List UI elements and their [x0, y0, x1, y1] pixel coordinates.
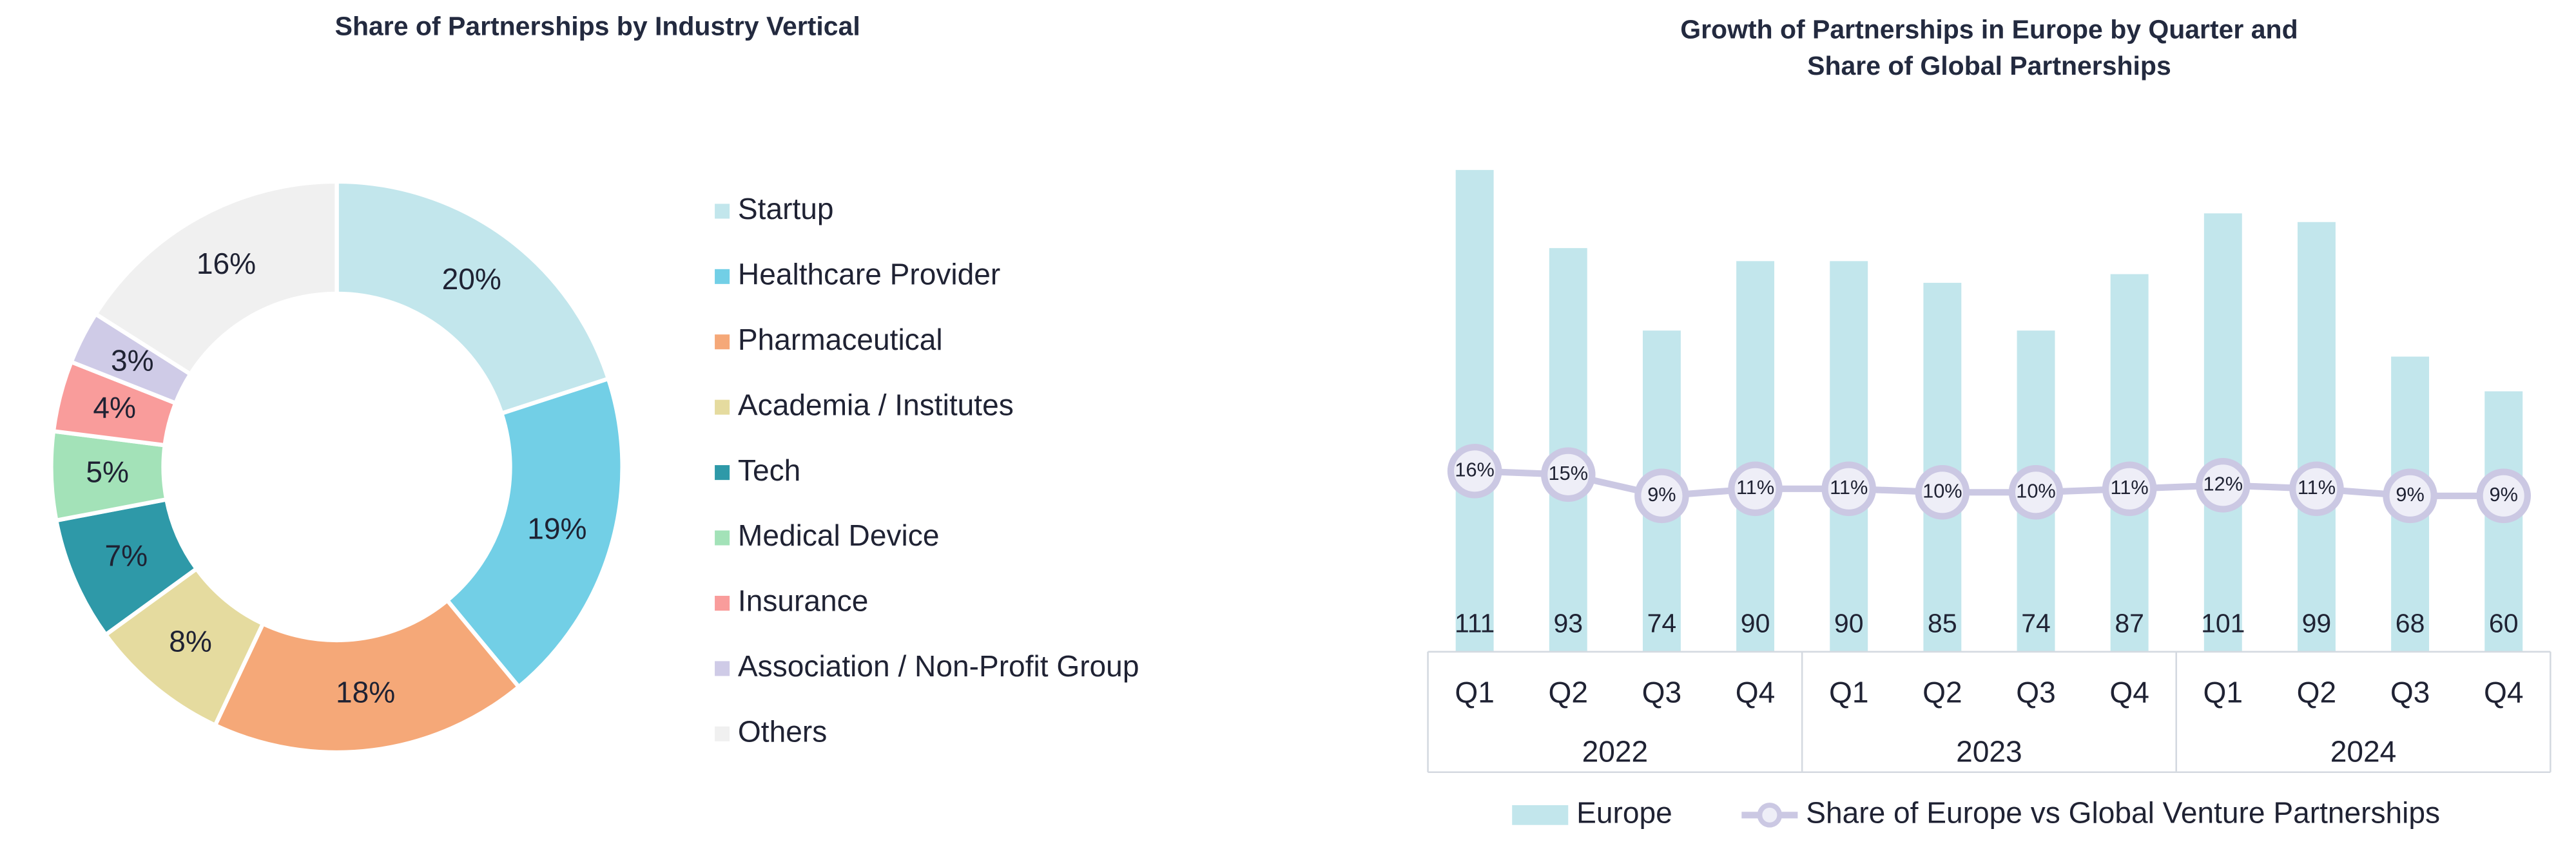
- data-label: 11%: [2111, 476, 2149, 499]
- data-label: 5%: [86, 455, 129, 488]
- legend-label: Healthcare Provider: [738, 258, 1000, 291]
- line-marker: [2289, 461, 2344, 517]
- data-label: 9%: [2396, 483, 2424, 506]
- legend-swatch: [715, 399, 730, 415]
- line-marker: [2383, 468, 2437, 524]
- legend-swatch: [715, 269, 730, 284]
- line-marker: [1541, 447, 1596, 502]
- x-tick-label: Q1: [2203, 676, 2243, 709]
- line-marker: [1728, 461, 1783, 517]
- legend-swatch: [715, 530, 730, 546]
- legend-label: Share of Europe vs Global Venture Partne…: [1806, 796, 2440, 830]
- line-marker: [1915, 465, 1970, 520]
- data-label: 11%: [1830, 476, 1868, 499]
- data-label: 15%: [1549, 462, 1588, 484]
- legend-label: Startup: [738, 192, 834, 225]
- x-tick-label: Q3: [1642, 676, 1682, 709]
- legend-swatch: [715, 204, 730, 219]
- legend-swatch: [1512, 805, 1569, 825]
- legend-label: Pharmaceutical: [738, 323, 943, 356]
- x-tick-label: Q3: [2016, 676, 2056, 709]
- legend-label: Academia / Institutes: [738, 388, 1014, 421]
- chart-title: Growth of Partnerships in Europe by Quar…: [1680, 15, 2298, 44]
- x-tick-label: Q1: [1829, 676, 1869, 709]
- line-marker: [1447, 444, 1502, 499]
- x-tick-label: Q2: [2297, 676, 2337, 709]
- legend-swatch: [715, 595, 730, 611]
- data-label: 85: [1928, 609, 1957, 638]
- data-label: 10%: [1922, 479, 1962, 502]
- x-tick-label: Q1: [1455, 676, 1495, 709]
- bar: [1736, 261, 1775, 652]
- data-label: 8%: [169, 624, 212, 658]
- legend-label: Others: [738, 715, 827, 748]
- legend-label: Insurance: [738, 584, 868, 618]
- data-label: 87: [2115, 609, 2144, 638]
- pie-slice: [212, 597, 522, 755]
- pie-slice: [334, 179, 611, 416]
- line-marker: [2008, 465, 2064, 520]
- data-label: 12%: [2203, 472, 2243, 495]
- data-label: 68: [2396, 609, 2425, 638]
- data-label: 93: [1554, 609, 1583, 638]
- legend-swatch: [715, 465, 730, 481]
- line-marker: [2102, 461, 2157, 517]
- legend-label: Association / Non-Profit Group: [738, 649, 1139, 683]
- chart-title: Share of Partnerships by Industry Vertic…: [335, 11, 860, 41]
- data-label: 19%: [527, 511, 586, 545]
- legend-label: Medical Device: [738, 519, 940, 552]
- line-marker: [1634, 468, 1689, 524]
- data-label: 74: [2021, 609, 2051, 638]
- bar: [2297, 222, 2336, 652]
- data-label: 101: [2201, 609, 2245, 638]
- legend-swatch: [715, 661, 730, 676]
- pie-slice: [444, 376, 625, 690]
- chart-title: Share of Global Partnerships: [1807, 51, 2171, 81]
- legend-marker: [1757, 803, 1783, 828]
- data-label: 7%: [104, 539, 148, 572]
- data-label: 99: [2302, 609, 2332, 638]
- data-label: 16%: [197, 247, 256, 280]
- data-label: 20%: [442, 262, 501, 296]
- line-marker: [1821, 461, 1876, 517]
- legend-swatch: [715, 334, 730, 350]
- data-label: 74: [1647, 609, 1677, 638]
- data-label: 60: [2489, 609, 2519, 638]
- data-label: 11%: [1736, 476, 1774, 499]
- bar: [1830, 261, 1868, 652]
- data-label: 10%: [2016, 479, 2055, 502]
- data-label: 9%: [2490, 483, 2518, 506]
- bar: [2203, 213, 2242, 652]
- legend-swatch: [715, 726, 730, 741]
- group-label: 2022: [1582, 735, 1649, 768]
- line: [1474, 468, 2504, 499]
- data-label: 90: [1834, 609, 1864, 638]
- data-label: 90: [1741, 609, 1770, 638]
- pie-slice: [92, 179, 339, 377]
- x-tick-label: Q2: [1922, 676, 1962, 709]
- x-tick-label: Q4: [2109, 676, 2149, 709]
- legend-label: Tech: [738, 453, 800, 487]
- legend-label: Europe: [1576, 796, 1672, 830]
- data-label: 16%: [1455, 458, 1494, 481]
- data-label: 11%: [2298, 476, 2336, 499]
- data-label: 3%: [111, 343, 154, 377]
- x-tick-label: Q4: [2484, 676, 2524, 709]
- data-label: 9%: [1647, 483, 1676, 506]
- data-label: 18%: [336, 675, 395, 709]
- x-tick-label: Q2: [1549, 676, 1589, 709]
- x-tick-label: Q3: [2390, 676, 2430, 709]
- group-label: 2024: [2330, 735, 2397, 768]
- data-label: 111: [1455, 609, 1495, 638]
- data-label: 4%: [93, 391, 136, 424]
- line-marker: [2196, 458, 2251, 513]
- group-label: 2023: [1956, 735, 2022, 768]
- line-marker: [2476, 468, 2531, 524]
- x-tick-label: Q4: [1736, 676, 1776, 709]
- bar: [1455, 169, 1494, 652]
